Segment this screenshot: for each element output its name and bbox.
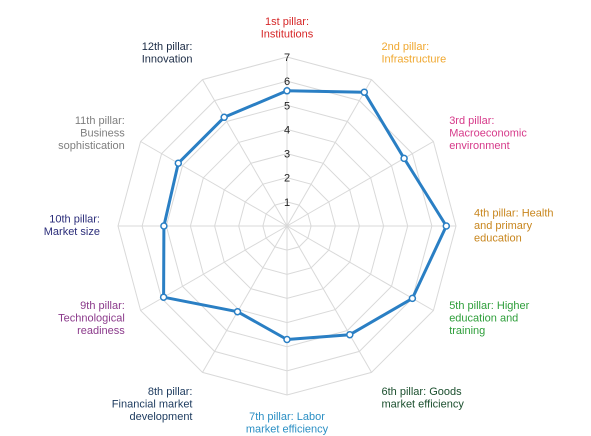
- data-point: [360, 88, 369, 96]
- data-point: [174, 159, 183, 167]
- data-point: [160, 222, 168, 230]
- axis-label: development: [130, 411, 193, 423]
- axis-label: Financial market: [112, 399, 193, 411]
- grid-spoke: [140, 141, 288, 227]
- radar-axis-labels: 1st pillar:Institutions 2nd pillar:Infras…: [44, 16, 554, 436]
- axis-label: and primary: [474, 220, 533, 232]
- axis-label: environment: [449, 140, 510, 152]
- axis-label: readiness: [77, 325, 125, 337]
- data-point: [159, 293, 168, 301]
- axis-label: 3rd pillar:: [449, 115, 494, 127]
- axis-label: 7th pillar: Labor: [249, 411, 325, 423]
- axis-label: sophistication: [58, 140, 125, 152]
- tick-label: 3: [284, 149, 290, 161]
- data-point: [283, 87, 291, 95]
- axis-label: Market size: [44, 226, 100, 238]
- data-point: [346, 330, 354, 339]
- axis-label: Technological: [58, 312, 125, 324]
- radar-spokes: [118, 57, 456, 395]
- data-point: [283, 335, 291, 344]
- tick-label: 1: [284, 197, 290, 209]
- grid-spoke: [202, 225, 288, 373]
- tick-label: 5: [284, 100, 290, 112]
- axis-label: Infrastructure: [382, 53, 447, 65]
- grid-spoke: [286, 79, 372, 227]
- axis-label: education: [474, 232, 522, 244]
- axis-label: training: [449, 325, 485, 337]
- grid-spoke: [286, 225, 372, 373]
- axis-label: market efficiency: [382, 399, 465, 411]
- axis-label: 4th pillar: Health: [474, 207, 554, 219]
- grid-spoke: [286, 225, 434, 311]
- axis-label: 2nd pillar:: [382, 41, 430, 53]
- grid-spoke: [202, 79, 288, 227]
- axis-label: 8th pillar:: [148, 386, 193, 398]
- tick-label: 2: [284, 173, 290, 185]
- axis-label: Business: [80, 127, 125, 139]
- data-point: [400, 154, 408, 163]
- axis-label: Institutions: [261, 29, 314, 41]
- data-point: [233, 307, 242, 316]
- tick-label: 7: [284, 52, 290, 64]
- radar-tick-labels: 1 2 3 4 5 6 7: [284, 52, 290, 209]
- axis-label: 10th pillar:: [49, 214, 100, 226]
- axis-label: Macroeconomic: [449, 127, 527, 139]
- axis-label: education and: [449, 312, 518, 324]
- axis-label: 9th pillar:: [80, 300, 125, 312]
- data-point: [408, 294, 417, 303]
- axis-label: 6th pillar: Goods: [382, 386, 463, 398]
- tick-label: 6: [284, 76, 290, 88]
- data-point: [220, 113, 228, 122]
- axis-label: market efficiency: [246, 424, 329, 436]
- axis-label: 1st pillar:: [265, 16, 309, 28]
- tick-label: 4: [284, 124, 290, 136]
- axis-label: Innovation: [142, 53, 193, 65]
- data-point: [442, 222, 451, 230]
- grid-spoke: [286, 141, 434, 227]
- axis-label: 11th pillar:: [75, 115, 125, 127]
- axis-label: 12th pillar:: [142, 41, 193, 53]
- radar-series: [159, 87, 451, 344]
- axis-label: 5th pillar: Higher: [449, 300, 529, 312]
